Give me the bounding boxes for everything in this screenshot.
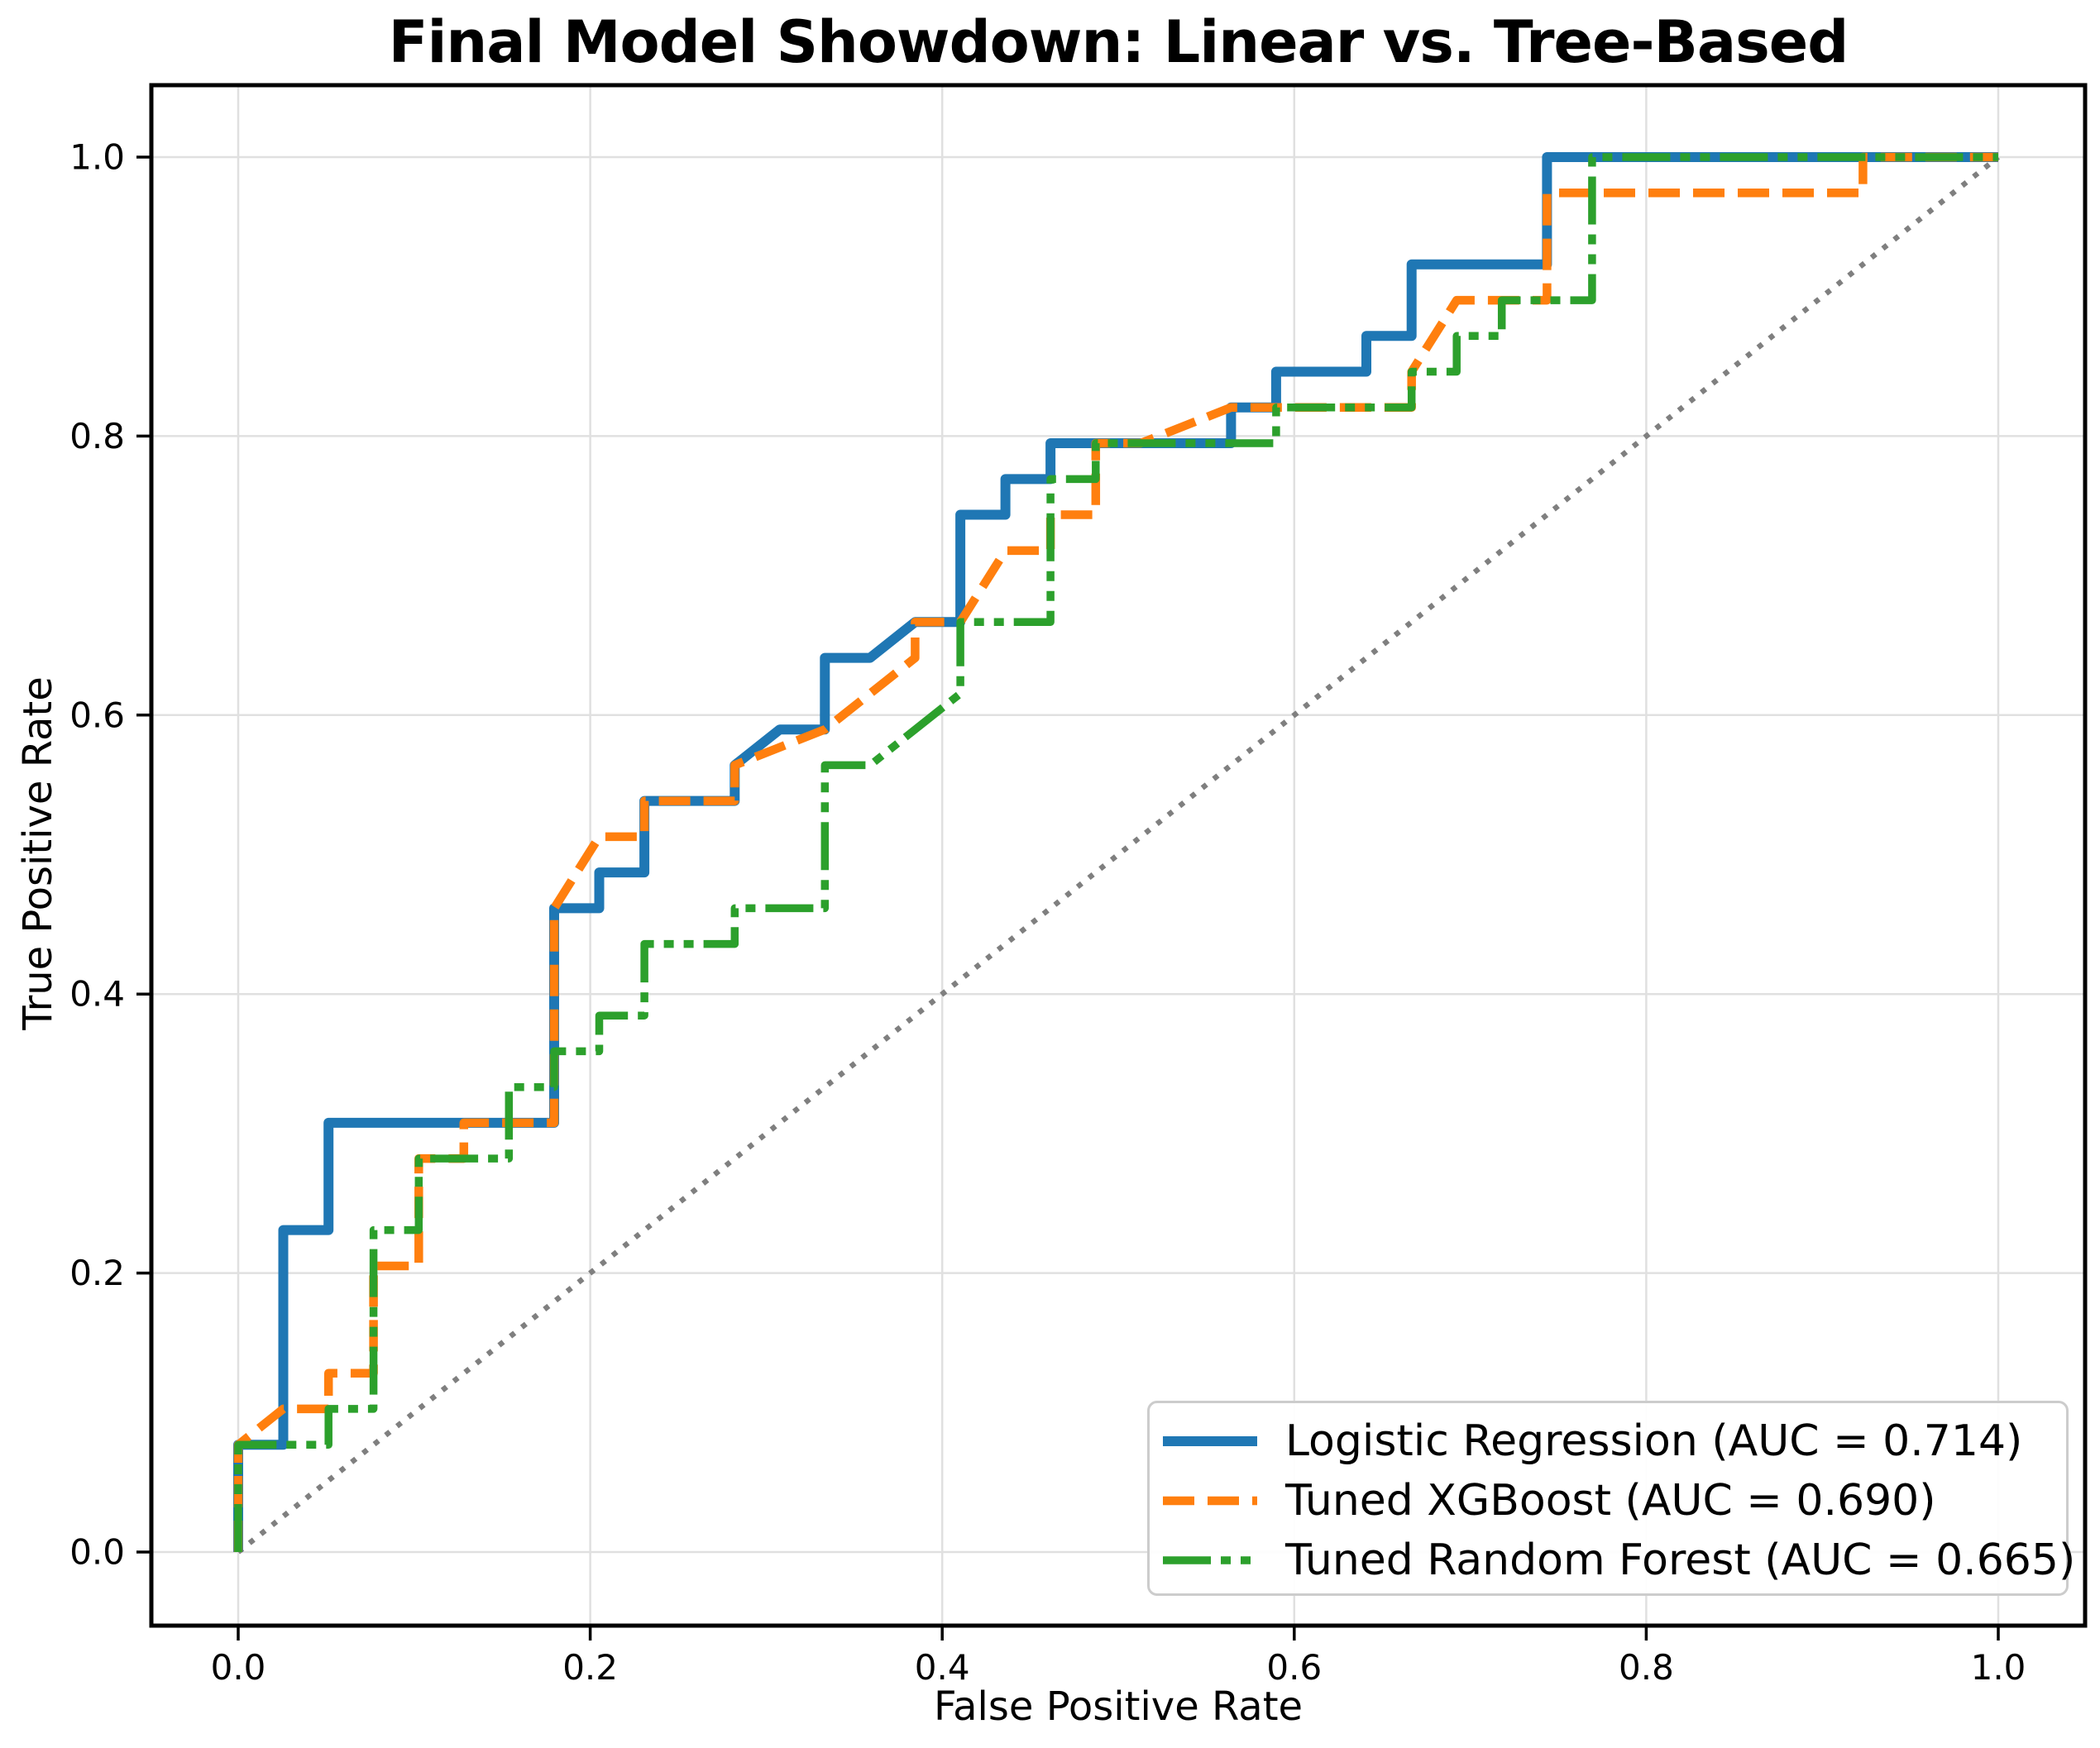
roc-curve-tuned-xgboost	[233, 152, 1998, 1552]
x-tick-label-0.4: 0.4	[915, 1647, 970, 1688]
axes-frame	[149, 83, 2088, 1628]
x-axis-label: False Positive Rate	[933, 1684, 1304, 1730]
legend-line-sample-tuned-random-forest	[1163, 1556, 1257, 1564]
legend-item-tuned-random-forest: Tuned Random Forest (AUC = 0.665)	[1161, 1534, 2075, 1587]
y-tick-label-0.6: 0.6	[69, 695, 125, 735]
y-tick-label-0.4: 0.4	[69, 974, 125, 1015]
legend-line-sample-tuned-xgboost	[1163, 1496, 1257, 1506]
x-tick-label-1.0: 1.0	[1971, 1647, 2026, 1688]
legend-item-logistic-regression: Logistic Regression (AUC = 0.714)	[1161, 1415, 2022, 1468]
legend-label: Tuned Random Forest (AUC = 0.665)	[1285, 1535, 2076, 1585]
legend-item-tuned-xgboost: Tuned XGBoost (AUC = 0.690)	[1161, 1474, 1936, 1527]
y-tick-label-1.0: 1.0	[69, 137, 125, 178]
y-tick-label-0.8: 0.8	[69, 416, 125, 456]
chart-title: Final Model Showdown: Linear vs. Tree-Ba…	[388, 8, 1849, 76]
legend-line-sample-logistic-regression	[1163, 1436, 1257, 1446]
x-tick-label-0.0: 0.0	[211, 1647, 266, 1688]
legend: Logistic Regression (AUC = 0.714) Tuned …	[1147, 1401, 2075, 1596]
y-axis-label: True Positive Rate	[15, 676, 61, 1030]
legend-label: Tuned XGBoost (AUC = 0.690)	[1285, 1476, 1936, 1526]
x-tick-label-0.2: 0.2	[562, 1647, 618, 1688]
legend-label: Logistic Regression (AUC = 0.714)	[1285, 1416, 2023, 1466]
chance-diagonal-line	[236, 155, 2001, 1555]
x-tick-label-0.6: 0.6	[1266, 1647, 1322, 1688]
y-tick-label-0.2: 0.2	[69, 1253, 125, 1293]
x-tick-label-0.8: 0.8	[1619, 1647, 1674, 1688]
roc-curve-tuned-random-forest	[234, 153, 1998, 1552]
y-tick-label-0.0: 0.0	[69, 1532, 125, 1573]
